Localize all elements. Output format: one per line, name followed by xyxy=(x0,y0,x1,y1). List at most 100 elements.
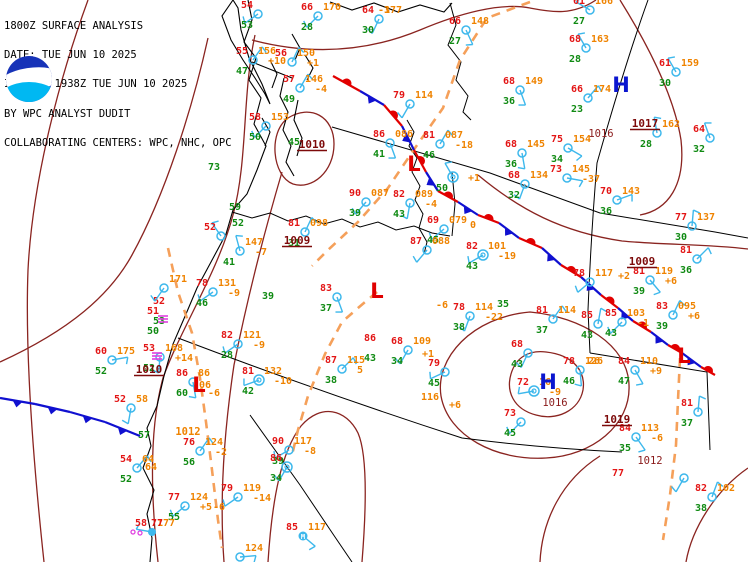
station-dewpoint: 45 xyxy=(427,235,439,246)
station-temp: 72 xyxy=(517,377,529,388)
weather-symbol xyxy=(130,529,136,535)
station-pressure: 117 xyxy=(294,436,312,447)
station-temp: 52 xyxy=(114,394,126,405)
station-plot: 90 117 39 -8 xyxy=(272,436,316,467)
station-temp: 68 xyxy=(569,34,581,45)
wind-barb-tick xyxy=(211,220,219,224)
map-annotation: 77 xyxy=(151,518,163,529)
station-plot: 66 148 27 xyxy=(449,16,489,47)
station-tendency: -9 xyxy=(549,387,561,398)
station-tendency: +14 xyxy=(175,353,193,364)
station-missing-flag: M xyxy=(301,533,305,541)
station-temp: 64 xyxy=(693,124,705,135)
station-pressure: 119 xyxy=(243,483,261,494)
station-pressure: 103 xyxy=(627,308,645,319)
station-dewpoint: 34 xyxy=(270,473,282,484)
station-circle-inner xyxy=(531,388,537,394)
station-tendency: +1 xyxy=(468,173,480,184)
station-dewpoint: 30 xyxy=(659,78,671,89)
station-pressure: 177 xyxy=(384,5,402,16)
high-pressure-center: H xyxy=(612,73,630,97)
station-dewpoint: 43 xyxy=(511,359,523,370)
station-dewpoint: 32 xyxy=(508,190,520,201)
station-pressure: 145 xyxy=(527,139,545,150)
station-plot: 82 089 43 -4 xyxy=(393,189,437,220)
cold-front-pip xyxy=(687,357,696,366)
header-line-date: DATE: TUE JUN 10 2025 xyxy=(4,48,137,61)
station-dewpoint: 39 xyxy=(633,286,645,297)
station-pressure: 114 xyxy=(415,90,433,101)
station-plot: 87 115 38 5 xyxy=(325,355,365,386)
wind-barb-tick xyxy=(261,46,267,54)
wind-barb-tick xyxy=(707,247,712,255)
station-pressure: 153 xyxy=(271,112,289,123)
station-pressure: 132 xyxy=(264,366,282,377)
cold-front-pip xyxy=(621,311,630,320)
station-temp: 70 xyxy=(600,186,612,197)
coastline xyxy=(251,61,293,79)
station-circle xyxy=(195,446,205,456)
station-pressure: 145 xyxy=(572,164,590,175)
wind-barb-tick xyxy=(151,369,159,374)
wind-barb-tick xyxy=(653,291,661,296)
header-line-analyst: BY WPC ANALYST DUDIT xyxy=(4,107,131,120)
station-temp: 85 xyxy=(605,308,617,319)
station-tendency: +1 xyxy=(307,58,319,69)
wind-barb-tick xyxy=(253,555,257,562)
wind-barb xyxy=(616,193,633,201)
wind-barb-tick xyxy=(638,449,646,453)
station-dewpoint: 30 xyxy=(362,25,374,36)
wind-barb-tick xyxy=(679,300,686,306)
station-pressure: 124 xyxy=(245,543,263,554)
station-dewpoint: 28 xyxy=(569,54,581,65)
map-annotation: 39 xyxy=(262,291,274,302)
isobar xyxy=(221,171,283,562)
station-tendency: -18 xyxy=(455,140,473,151)
coastline xyxy=(279,77,295,177)
high-pressure-center: H xyxy=(539,370,557,394)
station-circle xyxy=(692,254,702,264)
station-temp: 58 xyxy=(135,518,147,529)
station-pressure: 110 xyxy=(640,356,658,367)
station-plot: 64 32 xyxy=(693,122,715,155)
wind-barb-tick xyxy=(670,486,677,493)
station-temp: 66 xyxy=(301,2,313,13)
station-pressure: 134 xyxy=(530,170,548,181)
station-plot: 82 101 43 -19 xyxy=(466,241,516,272)
map-annotation: -6 xyxy=(436,300,448,311)
station-temp: 51 xyxy=(147,306,159,317)
station-plot: 58 153 50 xyxy=(249,112,289,143)
pressure-value-label: 1010 xyxy=(299,138,326,151)
station-tendency: -2 xyxy=(215,447,227,458)
wind-barb-tick xyxy=(307,73,314,80)
station-plot: 70 143 36 xyxy=(600,186,640,217)
cold-front-pip xyxy=(655,335,664,344)
station-plot: 75 154 34 xyxy=(551,134,591,165)
station-dewpoint: 50 xyxy=(147,326,159,337)
chart-header: 1800Z SURFACE ANALYSIS DATE: TUE JUN 10 … xyxy=(4,2,232,159)
station-tendency: +6 xyxy=(688,311,700,322)
station-plot: 73 145-37 xyxy=(550,164,600,188)
station-temp: 84 xyxy=(619,423,631,434)
station-dewpoint: 34 xyxy=(391,356,403,367)
station-tendency: -22 xyxy=(485,312,503,323)
station-dewpoint: 36 xyxy=(505,159,517,170)
wind-barb-tick xyxy=(667,56,676,59)
station-dewpoint: 34 xyxy=(551,154,563,165)
station-plot: 79 119-14 xyxy=(221,483,271,507)
wind-barb xyxy=(520,352,529,368)
station-pressure: 143 xyxy=(622,186,640,197)
station-plot: 68 134 32 xyxy=(508,170,548,201)
station-pressure: 124 xyxy=(205,437,223,448)
isobar xyxy=(251,0,597,51)
pressure-value-label: 1016 xyxy=(542,397,567,409)
station-dewpoint: 27 xyxy=(573,16,585,27)
station-plot: 77 124 55 +5 xyxy=(168,492,212,523)
wind-barb-tick xyxy=(135,522,141,530)
station-circle xyxy=(631,432,641,442)
station-plot xyxy=(670,473,689,493)
station-pressure: 087 xyxy=(445,130,463,141)
station-temp: 54 xyxy=(241,0,253,11)
station-pressure: 162 xyxy=(662,119,680,130)
